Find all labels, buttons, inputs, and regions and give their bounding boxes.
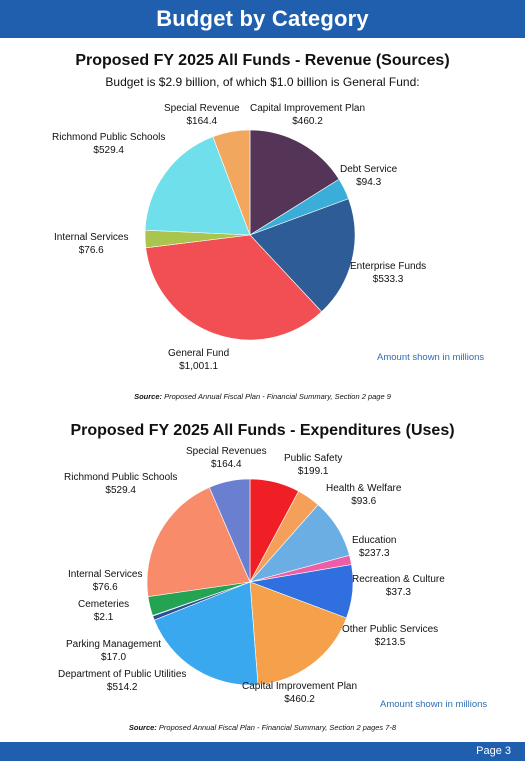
rev-label-general-fund: General Fund $1,001.1: [168, 348, 230, 372]
exp-label-special-revenues: Special Revenues $164.4: [186, 446, 267, 470]
rev-label-debt-service: Debt Service $94.3: [340, 164, 398, 188]
exp-label-education: Education $237.3: [352, 535, 397, 559]
exp-label-health-welfare: Health & Welfare $93.6: [326, 483, 402, 507]
revenue-slice-capital-improvement-plan: [249, 129, 340, 236]
exp-label-recreation-culture: Recreation & Culture $37.3: [352, 574, 445, 598]
exp-label-other-public-services: Other Public Services $213.5: [342, 624, 439, 648]
page-footer: Page 3: [0, 742, 525, 761]
revenue-units-note: Amount shown in millions: [377, 352, 485, 363]
expenditure-slice-special-revenues: [208, 478, 251, 583]
revenue-slice-general-fund: [145, 234, 323, 341]
expenditure-units-note: Amount shown in millions: [380, 699, 488, 710]
expenditure-slice-richmond-public-schools: [146, 486, 251, 597]
expenditure-slice-department-of-public-utilities: [153, 581, 259, 686]
revenue-slice-special-revenue: [212, 129, 251, 236]
exp-label-public-safety: Public Safety $199.1: [284, 453, 343, 477]
exp-label-capital-improvement-plan: Capital Improvement Plan $460.2: [242, 681, 358, 705]
expenditure-chart-card: Proposed FY 2025 All Funds - Expenditure…: [6, 412, 519, 738]
rev-label-internal-services: Internal Services $76.6: [54, 232, 129, 256]
expenditure-pie-chart: [146, 478, 354, 686]
revenue-chart-card: Proposed FY 2025 All Funds - Revenue (So…: [6, 42, 519, 408]
exp-label-richmond-public-schools: Richmond Public Schools $529.4: [64, 472, 178, 496]
revenue-pie-chart: [144, 129, 356, 341]
revenue-chart-subtitle: Budget is $2.9 billion, of which $1.0 bi…: [105, 75, 420, 89]
page-title: Budget by Category: [156, 6, 369, 31]
rev-label-enterprise-funds: Enterprise Funds $533.3: [350, 261, 427, 285]
revenue-source: Source: Proposed Annual Fiscal Plan - Fi…: [134, 392, 391, 401]
expenditure-slice-capital-improvement-plan: [249, 581, 347, 686]
expenditure-source: Source: Proposed Annual Fiscal Plan - Fi…: [128, 723, 397, 732]
exp-label-cemeteries: Cemeteries $2.1: [78, 599, 130, 623]
page-number: Page 3: [476, 745, 511, 757]
exp-label-internal-services: Internal Services $76.6: [68, 569, 143, 593]
page-header: Budget by Category: [0, 0, 525, 38]
expenditure-chart-title: Proposed FY 2025 All Funds - Expenditure…: [70, 422, 455, 439]
revenue-chart-title: Proposed FY 2025 All Funds - Revenue (So…: [75, 52, 450, 69]
revenue-slice-enterprise-funds: [249, 198, 356, 313]
revenue-slice-richmond-public-schools: [144, 136, 251, 236]
rev-label-richmond-public-schools: Richmond Public Schools $529.4: [52, 132, 166, 156]
exp-label-department-of-public-utilities: Department of Public Utilities $514.2: [58, 669, 187, 693]
exp-label-parking-management: Parking Management $17.0: [66, 639, 162, 663]
rev-label-capital-improvement-plan: Capital Improvement Plan $460.2: [250, 103, 366, 127]
rev-label-special-revenue: Special Revenue $164.4: [164, 103, 240, 127]
